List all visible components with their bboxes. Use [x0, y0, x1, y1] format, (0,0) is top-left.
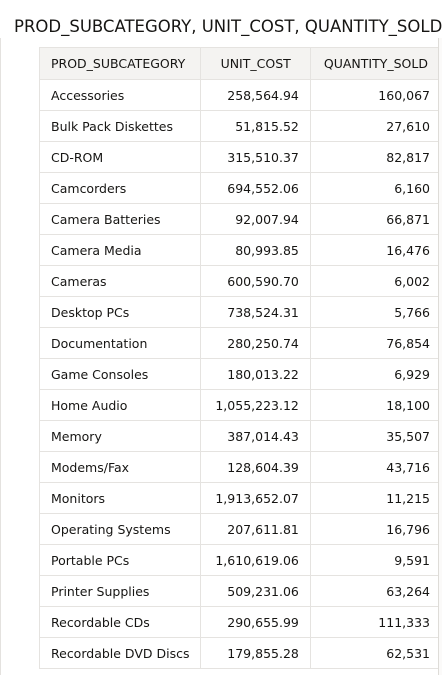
table-body: Accessories 258,564.94 160,067 Bulk Pack Di…: [38, 79, 442, 669]
table-panel: PROD_SUBCATEGORY UNIT_COST QUANTITY_SOLD…: [0, 38, 442, 675]
table-row: Monitors 1,913,652.07 11,215: [38, 482, 442, 514]
table-row: Game Consoles 180,013.22 6,929: [38, 358, 442, 390]
cell-quantity-sold: 5,766: [309, 296, 442, 328]
cell-unit-cost: 1,610,619.06: [200, 544, 311, 576]
cell-unit-cost: 315,510.37: [200, 141, 311, 173]
cell-unit-cost: 207,611.81: [200, 513, 311, 545]
cell-prod-subcategory: Game Consoles: [38, 358, 202, 390]
cell-unit-cost: 258,564.94: [200, 79, 311, 111]
cell-prod-subcategory: Home Audio: [38, 389, 202, 421]
table-row: CD-ROM 315,510.37 82,817: [38, 141, 442, 173]
cell-quantity-sold: 11,215: [309, 482, 442, 514]
data-table: PROD_SUBCATEGORY UNIT_COST QUANTITY_SOLD…: [38, 47, 442, 669]
cell-unit-cost: 600,590.70: [200, 265, 311, 297]
cell-quantity-sold: 9,591: [309, 544, 442, 576]
column-header-prod-subcategory[interactable]: PROD_SUBCATEGORY: [38, 47, 202, 80]
cell-unit-cost: 51,815.52: [200, 110, 311, 142]
cell-unit-cost: 290,655.99: [200, 606, 311, 638]
table-row: Documentation 280,250.74 76,854: [38, 327, 442, 359]
table-row: Modems/Fax 128,604.39 43,716: [38, 451, 442, 483]
cell-prod-subcategory: Memory: [38, 420, 202, 452]
cell-quantity-sold: 111,333: [309, 606, 442, 638]
cell-unit-cost: 1,055,223.12: [200, 389, 311, 421]
cell-unit-cost: 694,552.06: [200, 172, 311, 204]
cell-prod-subcategory: Printer Supplies: [38, 575, 202, 607]
table-row: Camera Batteries 92,007.94 66,871: [38, 203, 442, 235]
table-row: Bulk Pack Diskettes 51,815.52 27,610: [38, 110, 442, 142]
cell-prod-subcategory: Modems/Fax: [38, 451, 202, 483]
table-header-row: PROD_SUBCATEGORY UNIT_COST QUANTITY_SOLD: [38, 47, 442, 80]
table-row: Operating Systems 207,611.81 16,796: [38, 513, 442, 545]
cell-prod-subcategory: Recordable DVD Discs: [38, 637, 202, 669]
table-row: Recordable DVD Discs 179,855.28 62,531: [38, 637, 442, 669]
cell-quantity-sold: 43,716: [309, 451, 442, 483]
cell-quantity-sold: 16,476: [309, 234, 442, 266]
table-row: Home Audio 1,055,223.12 18,100: [38, 389, 442, 421]
cell-unit-cost: 180,013.22: [200, 358, 311, 390]
cell-unit-cost: 387,014.43: [200, 420, 311, 452]
cell-unit-cost: 1,913,652.07: [200, 482, 311, 514]
table-row: Portable PCs 1,610,619.06 9,591: [38, 544, 442, 576]
table-row: Printer Supplies 509,231.06 63,264: [38, 575, 442, 607]
cell-prod-subcategory: Portable PCs: [38, 544, 202, 576]
table-row: Camcorders 694,552.06 6,160: [38, 172, 442, 204]
cell-quantity-sold: 6,929: [309, 358, 442, 390]
table-row: Cameras 600,590.70 6,002: [38, 265, 442, 297]
cell-prod-subcategory: Desktop PCs: [38, 296, 202, 328]
cell-prod-subcategory: Camcorders: [38, 172, 202, 204]
cell-quantity-sold: 6,002: [309, 265, 442, 297]
cell-unit-cost: 80,993.85: [200, 234, 311, 266]
cell-prod-subcategory: Camera Batteries: [38, 203, 202, 235]
cell-prod-subcategory: Recordable CDs: [38, 606, 202, 638]
cell-quantity-sold: 35,507: [309, 420, 442, 452]
vertical-scrollbar[interactable]: [438, 38, 442, 675]
cell-quantity-sold: 63,264: [309, 575, 442, 607]
table-row: Accessories 258,564.94 160,067: [38, 79, 442, 111]
cell-unit-cost: 179,855.28: [200, 637, 311, 669]
cell-unit-cost: 128,604.39: [200, 451, 311, 483]
cell-unit-cost: 509,231.06: [200, 575, 311, 607]
table-row: Memory 387,014.43 35,507: [38, 420, 442, 452]
column-header-quantity-sold[interactable]: QUANTITY_SOLD: [309, 47, 442, 80]
cell-quantity-sold: 76,854: [309, 327, 442, 359]
cell-prod-subcategory: Bulk Pack Diskettes: [38, 110, 202, 142]
cell-quantity-sold: 16,796: [309, 513, 442, 545]
report-title: PROD_SUBCATEGORY, UNIT_COST, QUANTITY_SO…: [14, 17, 442, 36]
cell-quantity-sold: 66,871: [309, 203, 442, 235]
cell-prod-subcategory: Camera Media: [38, 234, 202, 266]
cell-prod-subcategory: Documentation: [38, 327, 202, 359]
cell-prod-subcategory: CD-ROM: [38, 141, 202, 173]
cell-unit-cost: 280,250.74: [200, 327, 311, 359]
table-row: Camera Media 80,993.85 16,476: [38, 234, 442, 266]
cell-prod-subcategory: Monitors: [38, 482, 202, 514]
table-row: Recordable CDs 290,655.99 111,333: [38, 606, 442, 638]
cell-quantity-sold: 27,610: [309, 110, 442, 142]
cell-quantity-sold: 6,160: [309, 172, 442, 204]
cell-prod-subcategory: Accessories: [38, 79, 202, 111]
cell-quantity-sold: 18,100: [309, 389, 442, 421]
cell-unit-cost: 738,524.31: [200, 296, 311, 328]
cell-prod-subcategory: Cameras: [38, 265, 202, 297]
cell-unit-cost: 92,007.94: [200, 203, 311, 235]
column-header-unit-cost[interactable]: UNIT_COST: [200, 47, 311, 80]
cell-prod-subcategory: Operating Systems: [38, 513, 202, 545]
cell-quantity-sold: 160,067: [309, 79, 442, 111]
table-row: Desktop PCs 738,524.31 5,766: [38, 296, 442, 328]
cell-quantity-sold: 62,531: [309, 637, 442, 669]
cell-quantity-sold: 82,817: [309, 141, 442, 173]
